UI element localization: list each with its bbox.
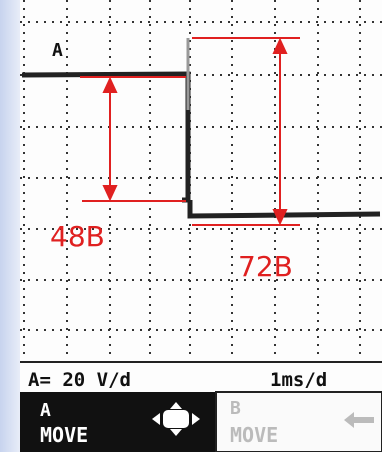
channel-label: A (52, 40, 63, 61)
time-per-div: 1ms/d (270, 369, 327, 391)
side-strip (0, 0, 20, 452)
volts-per-div: A= 20 V/d (28, 369, 131, 391)
button-label: A (40, 400, 51, 421)
button-label: MOVE (230, 423, 278, 447)
button-label: MOVE (40, 423, 88, 447)
annotation: 48B (50, 220, 105, 253)
annotation: 72B (238, 250, 293, 283)
page: A 48B 72B A= 20 V/d 1ms/d A MOVE B MOVE … (0, 0, 382, 452)
screen (20, 0, 382, 392)
scope-screenshot: A 48B 72B A= 20 V/d 1ms/d A MOVE B MOVE (0, 0, 382, 452)
button-label: B (230, 398, 241, 419)
